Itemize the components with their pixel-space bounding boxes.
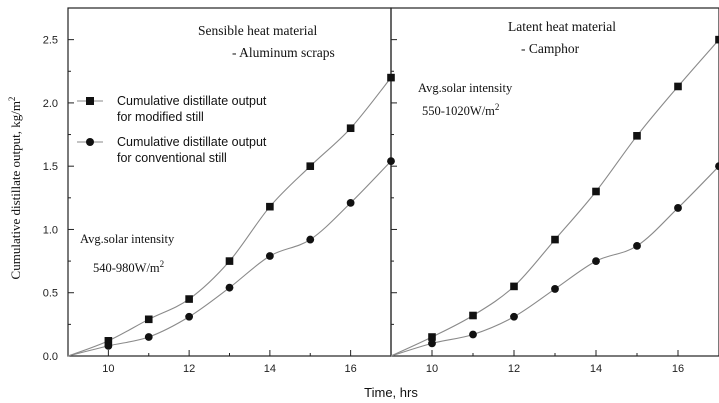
y-tick-label: 0.5 [43,288,58,300]
left-panel-frame [67,7,392,357]
modified-still-point [469,311,477,320]
y-tick-label: 0.0 [43,351,58,363]
left-intensity-superscript: 2 [160,259,165,269]
right-panel-intensity-label: Avg.solar intensity [418,81,513,95]
x-tick-label: 12 [508,363,520,375]
modified-still-point [633,132,641,140]
legend-square-marker [86,97,94,105]
right-intensity-text: 550-1020W/m [422,104,495,118]
x-tick-label: 16 [672,363,684,375]
x-tick-label: 10 [426,363,438,375]
conventional-still-point [185,312,194,321]
modified-still-point [387,73,395,82]
y-axis-title-text: Cumulative distillate output, kg/m [8,101,23,279]
conventional-still-point [346,198,355,207]
modified-still-point [346,124,355,133]
conventional-still-point [225,283,234,292]
conventional-still-point [715,162,719,171]
series-layer [67,35,719,357]
y-tick-label: 2.5 [43,35,58,47]
right-panel-intensity-value: 550-1020W/m2 [422,102,499,118]
left-panel-intensity-label: Avg.solar intensity [80,232,175,246]
x-tick-label: 14 [264,363,276,375]
conventional-still-point [633,242,641,250]
conventional-still-point [265,252,274,260]
y-tick-label: 2.0 [43,98,58,110]
left-panel: Sensible heat material - Aluminum scraps… [67,7,392,357]
modified-still-point [428,333,436,341]
modified-still-point [510,282,518,291]
right-panel: Latent heat material - Camphor Avg.solar… [390,7,719,357]
legend: Cumulative distillate output for modifie… [77,94,267,165]
y-tick-label: 1.0 [43,224,58,236]
right-panel-subtitle: - Camphor [521,41,580,56]
y-axis-title-superscript: 2 [7,97,17,102]
modified-still-point [104,337,113,345]
x-tick-label: 12 [183,363,195,375]
y-tick-label: 1.5 [43,161,58,173]
left-intensity-text: 540-980W/m [93,261,160,275]
conventional-still-point [592,257,600,265]
modified-still-point [715,35,719,44]
modified-still-point [225,257,234,265]
conventional-still-point [674,204,682,212]
modified-still-point [306,162,315,170]
legend-modified-line2: for modified still [117,110,204,124]
modified-still-point [266,202,274,211]
x-tick-label: 10 [102,363,114,375]
axes-layer: 0.0 0.5 1.0 1.5 2.0 2.5 10 12 14 16 10 12 14 16 [43,35,719,375]
right-panel-frame [390,7,719,357]
x-axis-title: Time, hrs [364,385,418,400]
conventional-still-point [387,157,395,166]
left-panel-subtitle: - Aluminum scraps [232,45,335,60]
legend-conventional-line1: Cumulative distillate output [117,135,267,149]
x-tick-label: 14 [590,363,602,375]
legend-circle-marker [86,138,94,146]
left-panel-intensity-value: 540-980W/m2 [93,259,164,275]
conventional-still-point [306,235,315,244]
conventional-still-point [144,333,153,341]
modified-still-point [551,235,559,244]
legend-modified-line1: Cumulative distillate output [117,94,267,108]
conventional-still-point [469,330,477,339]
conventional-still-point [428,339,436,348]
conventional-still-curve-panel-1 [390,165,719,357]
x-tick-label: 16 [345,363,357,375]
modified-still-point [592,187,600,196]
legend-conventional-line2: for conventional still [117,151,227,165]
conventional-still-point [104,341,113,350]
y-axis-title: Cumulative distillate output, kg/m2 [7,97,23,280]
right-panel-title: Latent heat material [508,19,616,34]
left-panel-title: Sensible heat material [198,23,317,38]
conventional-still-point [510,312,518,321]
modified-still-point [144,315,153,324]
modified-still-point [674,82,682,91]
conventional-still-point [551,285,559,293]
modified-still-point [185,295,193,303]
right-intensity-superscript: 2 [495,102,500,112]
